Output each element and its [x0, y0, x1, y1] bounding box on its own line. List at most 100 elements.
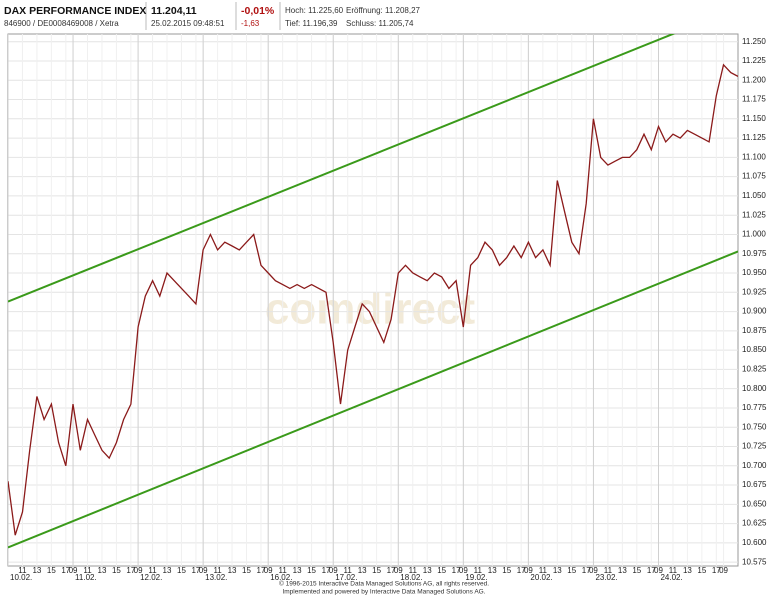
- x-date-label: 17.02.: [335, 573, 357, 582]
- y-tick-label: 10.575: [742, 557, 767, 566]
- y-tick-label: 11.200: [742, 75, 766, 84]
- x-tick-label: 15: [437, 566, 446, 575]
- change-pct: -0,01%: [241, 5, 275, 17]
- x-tick-label: 11: [83, 566, 92, 575]
- x-tick-label: 11: [604, 566, 613, 575]
- y-tick-label: 10.800: [742, 384, 767, 393]
- watermark: comdirect: [265, 285, 476, 334]
- x-tick-label: 17: [712, 566, 721, 575]
- x-tick-label: 13: [553, 566, 562, 575]
- x-date-label: 20.02.: [530, 573, 552, 582]
- y-tick-label: 10.675: [742, 480, 767, 489]
- price-line: [8, 63, 738, 536]
- y-tick-label: 10.975: [742, 249, 767, 258]
- x-tick-label: 09: [329, 566, 338, 575]
- x-tick-label: 09: [69, 566, 78, 575]
- x-tick-label: 15: [307, 566, 316, 575]
- y-tick-label: 10.725: [742, 442, 767, 451]
- close: Schluss: 11.205,74: [346, 19, 414, 28]
- price: 11.204,11: [151, 5, 197, 17]
- y-tick-label: 11.000: [742, 230, 766, 239]
- y-tick-label: 10.775: [742, 403, 767, 412]
- trend-channel-line: [8, 34, 676, 303]
- x-date-label: 18.02.: [400, 573, 422, 582]
- y-tick-label: 11.100: [742, 152, 766, 161]
- x-tick-label: 09: [134, 566, 143, 575]
- x-tick-label: 15: [372, 566, 381, 575]
- y-tick-label: 10.700: [742, 461, 767, 470]
- x-tick-label: 17: [257, 566, 266, 575]
- x-tick-label: 17: [126, 566, 135, 575]
- x-tick-label: 11: [18, 566, 27, 575]
- x-tick-label: 11: [344, 566, 353, 575]
- y-tick-label: 10.625: [742, 519, 767, 528]
- header: DAX PERFORMANCE INDEX 846900 / DE0008469…: [4, 2, 421, 30]
- x-tick-label: 15: [502, 566, 511, 575]
- x-date-label: 10.02.: [10, 573, 32, 582]
- x-tick-label: 11: [669, 566, 678, 575]
- change-abs: -1,63: [241, 19, 260, 28]
- y-tick-label: 11.025: [742, 210, 766, 219]
- x-date-label: 24.02.: [660, 573, 682, 582]
- x-tick-label: 09: [719, 566, 728, 575]
- y-tick-label: 11.225: [742, 56, 766, 65]
- y-tick-label: 10.950: [742, 268, 767, 277]
- x-tick-label: 15: [242, 566, 251, 575]
- x-tick-label: 13: [163, 566, 172, 575]
- x-tick-label: 11: [474, 566, 483, 575]
- footer-line: © 1996-2015 Interactive Data Managed Sol…: [279, 580, 489, 588]
- x-tick-label: 17: [647, 566, 656, 575]
- x-tick-label: 17: [322, 566, 331, 575]
- x-tick-label: 17: [517, 566, 526, 575]
- y-tick-label: 11.050: [742, 191, 766, 200]
- y-tick-label: 11.125: [742, 133, 766, 142]
- x-tick-label: 13: [98, 566, 107, 575]
- x-tick-label: 15: [567, 566, 576, 575]
- y-tick-label: 10.900: [742, 307, 767, 316]
- y-tick-label: 11.075: [742, 172, 766, 181]
- x-tick-label: 11: [539, 566, 548, 575]
- y-tick-label: 10.875: [742, 326, 767, 335]
- trend-channel-line: [8, 250, 738, 549]
- x-tick-label: 13: [228, 566, 237, 575]
- y-tick-label: 10.925: [742, 287, 767, 296]
- x-tick-label: 15: [632, 566, 641, 575]
- x-tick-label: 15: [47, 566, 56, 575]
- x-tick-label: 09: [589, 566, 598, 575]
- x-tick-label: 15: [112, 566, 121, 575]
- x-tick-label: 17: [452, 566, 461, 575]
- x-tick-label: 09: [459, 566, 468, 575]
- y-tick-label: 11.175: [742, 95, 766, 104]
- x-tick-label: 09: [264, 566, 273, 575]
- x-date-label: 12.02.: [140, 573, 162, 582]
- x-tick-label: 17: [61, 566, 70, 575]
- y-tick-label: 10.750: [742, 422, 767, 431]
- x-tick-label: 11: [148, 566, 157, 575]
- x-tick-label: 13: [618, 566, 627, 575]
- x-tick-label: 09: [394, 566, 403, 575]
- x-tick-label: 15: [177, 566, 186, 575]
- y-tick-label: 10.600: [742, 538, 767, 547]
- x-date-label: 11.02.: [75, 573, 97, 582]
- y-tick-label: 10.850: [742, 345, 767, 354]
- x-tick-label: 17: [191, 566, 200, 575]
- open: Eröffnung: 11.208,27: [346, 6, 421, 15]
- x-tick-label: 11: [278, 566, 287, 575]
- y-tick-label: 10.825: [742, 365, 767, 374]
- x-tick-label: 09: [524, 566, 533, 575]
- instrument-name: DAX PERFORMANCE INDEX: [4, 5, 146, 17]
- y-tick-label: 11.150: [742, 114, 766, 123]
- x-tick-label: 13: [358, 566, 367, 575]
- x-tick-label: 09: [199, 566, 208, 575]
- high: Hoch: 11.225,60: [285, 6, 344, 15]
- x-tick-label: 11: [213, 566, 222, 575]
- x-date-label: 19.02.: [465, 573, 487, 582]
- x-date-label: 16.02.: [270, 573, 292, 582]
- y-tick-label: 10.650: [742, 499, 767, 508]
- x-tick-label: 13: [488, 566, 497, 575]
- x-tick-label: 13: [32, 566, 41, 575]
- x-date-label: 13.02.: [205, 573, 227, 582]
- x-tick-label: 11: [409, 566, 418, 575]
